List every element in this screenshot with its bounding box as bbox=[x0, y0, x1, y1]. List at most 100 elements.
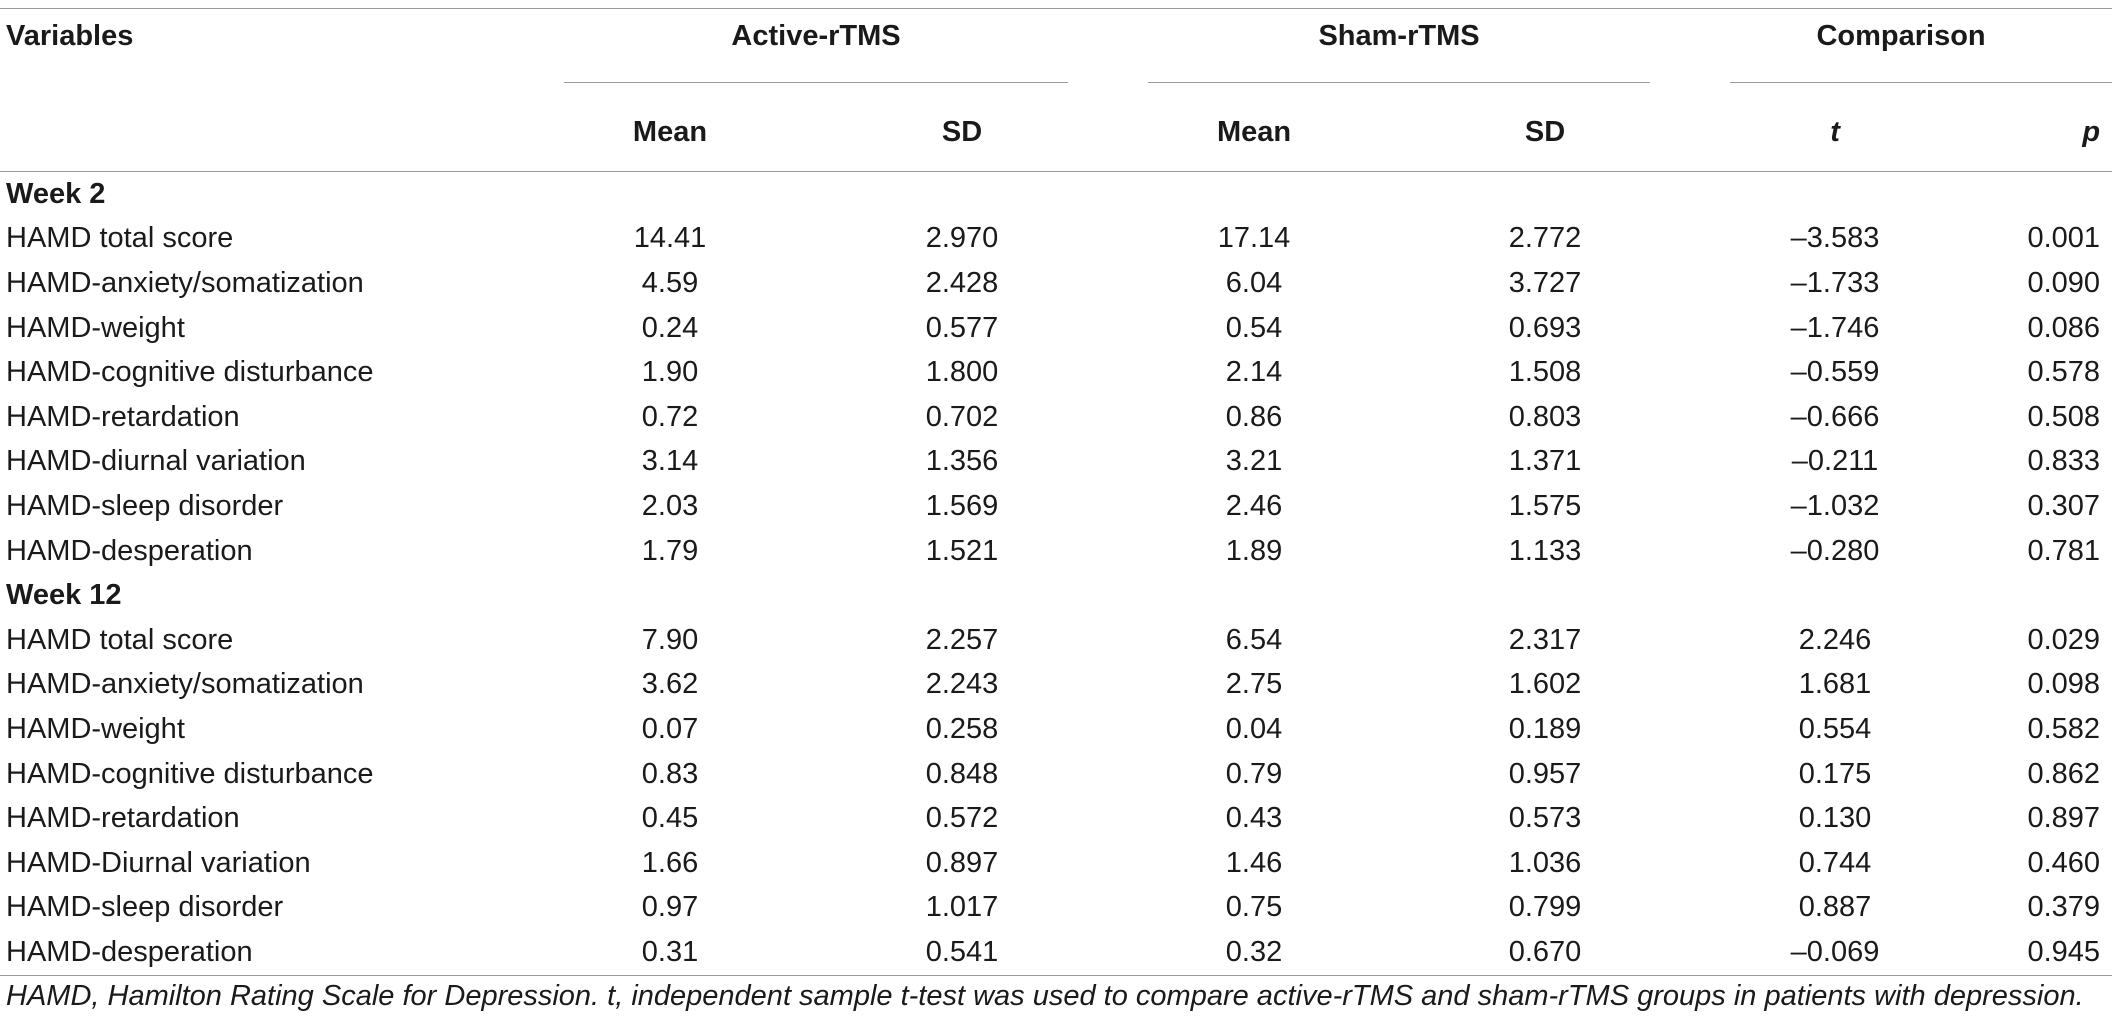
cell-sham-mean: 6.54 bbox=[1225, 623, 1283, 656]
cell-p: 0.781 bbox=[2027, 534, 2101, 567]
cell-sham-mean: 2.14 bbox=[1225, 356, 1283, 389]
header-p: p bbox=[1980, 93, 2113, 172]
table-row: HAMD-desperation 1.79 1.521 1.89 1.133 –0.280… bbox=[0, 529, 2112, 574]
cell-variable: HAMD-diurnal variation bbox=[6, 445, 306, 478]
cell-active-sd: 2.428 bbox=[925, 266, 999, 299]
cell-active-mean: 2.03 bbox=[641, 489, 699, 522]
cell-p: 0.460 bbox=[2027, 846, 2101, 879]
table-row: HAMD-weight 0.07 0.258 0.04 0.189 0.554 0.582 bbox=[0, 707, 2112, 752]
cell-t: –1.733 bbox=[1790, 266, 1880, 299]
cell-t: 2.246 bbox=[1798, 623, 1872, 656]
header-comparison: Comparison bbox=[1690, 0, 2113, 93]
cell-variable: HAMD-cognitive disturbance bbox=[6, 757, 374, 790]
cell-t: –3.583 bbox=[1790, 222, 1880, 255]
cell-variable: HAMD-weight bbox=[6, 712, 185, 745]
cell-sham-mean: 17.14 bbox=[1217, 222, 1291, 255]
results-table: Variables Active-rTMS Sham-rTMS Comparis… bbox=[0, 0, 2113, 976]
header-sham-rtms-label: Sham-rTMS bbox=[1318, 20, 1480, 52]
section-row: Week 2 bbox=[0, 172, 2112, 217]
table-row: HAMD-retardation 0.72 0.702 0.86 0.803 –0.666… bbox=[0, 395, 2112, 440]
cell-active-sd: 0.702 bbox=[925, 400, 999, 433]
cell-active-sd: 1.356 bbox=[925, 445, 999, 478]
cell-sham-mean: 0.86 bbox=[1225, 400, 1283, 433]
header-variables: Variables bbox=[6, 20, 134, 52]
cell-sham-sd: 1.602 bbox=[1508, 668, 1582, 701]
cell-sham-sd: 0.189 bbox=[1508, 712, 1582, 745]
cell-t: 0.744 bbox=[1798, 846, 1872, 879]
cell-active-sd: 1.800 bbox=[925, 356, 999, 389]
cell-sham-mean: 0.75 bbox=[1225, 891, 1283, 924]
table-row: HAMD-anxiety/somatization 3.62 2.243 2.75 1.… bbox=[0, 663, 2112, 708]
table-row: HAMD total score 7.90 2.257 6.54 2.317 2.246 0… bbox=[0, 618, 2112, 663]
cell-active-mean: 3.62 bbox=[641, 668, 699, 701]
cell-active-mean: 0.31 bbox=[524, 930, 816, 976]
cell-sham-mean: 0.79 bbox=[1225, 757, 1283, 790]
cell-variable: HAMD-Diurnal variation bbox=[6, 846, 311, 879]
cell-sham-sd: 1.575 bbox=[1508, 489, 1582, 522]
cell-p: 0.090 bbox=[2027, 266, 2101, 299]
cell-sham-sd: 2.772 bbox=[1508, 222, 1582, 255]
table-row: HAMD-weight 0.24 0.577 0.54 0.693 –1.746 0.086 bbox=[0, 306, 2112, 351]
cell-active-mean: 1.90 bbox=[641, 356, 699, 389]
cell-active-mean: 4.59 bbox=[641, 266, 699, 299]
cell-sham-mean: 1.89 bbox=[1225, 534, 1283, 567]
cell-variable: HAMD-retardation bbox=[6, 802, 240, 835]
cell-variable: HAMD total score bbox=[6, 222, 234, 255]
cell-t: –0.666 bbox=[1790, 400, 1880, 433]
cell-variable: HAMD total score bbox=[6, 623, 234, 656]
cell-p: 0.029 bbox=[2027, 623, 2101, 656]
cell-active-sd: 2.970 bbox=[925, 222, 999, 255]
table-row: HAMD-desperation 0.31 0.541 0.32 0.670 –0.069… bbox=[0, 930, 2113, 976]
cell-p: 0.582 bbox=[2027, 712, 2101, 745]
header-sham-mean: Mean bbox=[1108, 93, 1401, 172]
cell-variable: HAMD-weight bbox=[6, 311, 185, 344]
header-active-rtms: Active-rTMS bbox=[524, 0, 1108, 93]
table-row: HAMD-retardation 0.45 0.572 0.43 0.573 0.130 0… bbox=[0, 796, 2112, 841]
cell-sham-sd: 3.727 bbox=[1508, 266, 1582, 299]
cell-sham-sd: 0.573 bbox=[1508, 802, 1582, 835]
header-sham-rtms: Sham-rTMS bbox=[1108, 0, 1690, 93]
cell-active-mean: 0.45 bbox=[641, 802, 699, 835]
cell-active-mean: 0.97 bbox=[641, 891, 699, 924]
cell-sham-mean: 1.46 bbox=[1225, 846, 1283, 879]
cell-active-mean: 0.72 bbox=[641, 400, 699, 433]
cell-active-mean: 3.14 bbox=[641, 445, 699, 478]
header-sham-sd: SD bbox=[1400, 93, 1691, 172]
cell-active-sd: 0.897 bbox=[925, 846, 999, 879]
cell-p: 0.001 bbox=[2027, 222, 2101, 255]
header-active-rtms-label: Active-rTMS bbox=[731, 20, 901, 52]
section-label: Week 2 bbox=[6, 177, 106, 210]
header-row-groups: Variables Active-rTMS Sham-rTMS Comparis… bbox=[0, 0, 2113, 93]
cell-active-mean: 7.90 bbox=[641, 623, 699, 656]
table-row: HAMD-sleep disorder 2.03 1.569 2.46 1.575 –1.… bbox=[0, 484, 2112, 529]
section-label: Week 12 bbox=[6, 579, 122, 612]
cell-sham-mean: 0.04 bbox=[1225, 712, 1283, 745]
cell-p: 0.086 bbox=[2027, 311, 2101, 344]
table-row: HAMD-cognitive disturbance 1.90 1.800 2.14 1… bbox=[0, 350, 2112, 395]
table-header: Variables Active-rTMS Sham-rTMS Comparis… bbox=[0, 0, 2113, 172]
cell-p: 0.862 bbox=[2027, 757, 2101, 790]
table-row: HAMD-cognitive disturbance 0.83 0.848 0.79 0… bbox=[0, 752, 2112, 797]
cell-active-mean: 0.83 bbox=[641, 757, 699, 790]
cell-sham-mean: 2.75 bbox=[1225, 668, 1283, 701]
cell-p: 0.578 bbox=[2027, 356, 2101, 389]
table-row: HAMD-sleep disorder 0.97 1.017 0.75 0.799 0.8… bbox=[0, 886, 2112, 931]
cell-active-sd: 1.017 bbox=[925, 891, 999, 924]
cell-active-mean: 0.07 bbox=[641, 712, 699, 745]
cell-sham-mean: 0.43 bbox=[1225, 802, 1283, 835]
table-row: HAMD-anxiety/somatization 4.59 2.428 6.04 3.… bbox=[0, 261, 2112, 306]
header-active-sd: SD bbox=[816, 93, 1109, 172]
table-row: HAMD-Diurnal variation 1.66 0.897 1.46 1.036… bbox=[0, 841, 2112, 886]
cell-p: 0.833 bbox=[2027, 445, 2101, 478]
header-empty-cell bbox=[0, 93, 524, 172]
cell-variable: HAMD-retardation bbox=[6, 400, 240, 433]
cell-variable: HAMD-desperation bbox=[0, 930, 524, 976]
cell-sham-sd: 0.799 bbox=[1508, 891, 1582, 924]
cell-variable: HAMD-cognitive disturbance bbox=[6, 356, 374, 389]
cell-active-sd: 1.521 bbox=[925, 534, 999, 567]
cell-sham-mean: 0.54 bbox=[1225, 311, 1283, 344]
cell-t: –0.211 bbox=[1791, 445, 1879, 478]
table-row: HAMD-diurnal variation 3.14 1.356 3.21 1.371… bbox=[0, 440, 2112, 485]
header-sham-rtms-rule bbox=[1148, 82, 1651, 83]
